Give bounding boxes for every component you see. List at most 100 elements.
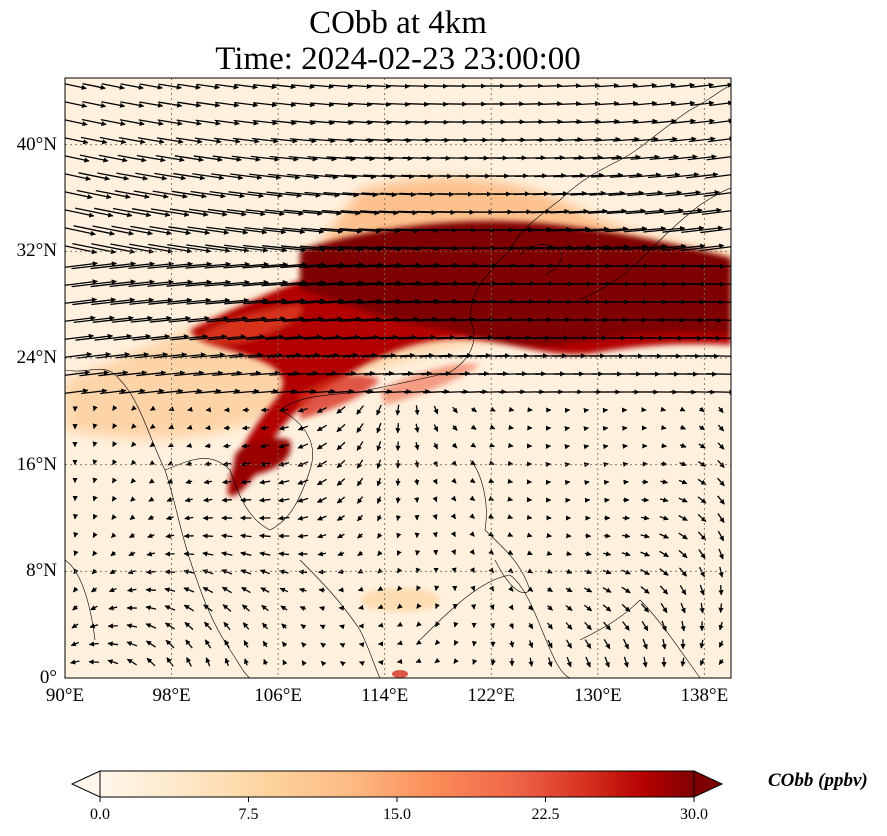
wind-arrow: [633, 100, 658, 106]
wind-arrow: [71, 623, 79, 629]
wind-arrow: [381, 352, 416, 358]
wind-arrow: [317, 533, 327, 539]
wind-arrow: [489, 622, 496, 629]
wind-arrow: [336, 459, 346, 469]
wind-arrow: [698, 264, 731, 267]
wind-arrow: [395, 298, 440, 304]
wind-arrow: [223, 621, 231, 631]
wind-arrow: [326, 370, 357, 376]
wind-arrow: [329, 101, 354, 108]
wind-arrow: [536, 137, 564, 143]
wind-arrow: [134, 352, 169, 359]
wind-arrow: [527, 568, 533, 574]
wind-arrow: [508, 406, 515, 412]
wind-arrow: [699, 658, 705, 666]
wind-arrow: [631, 136, 659, 142]
wind-arrow: [378, 210, 418, 216]
wind-arrow: [337, 245, 383, 252]
wind-arrow: [261, 262, 308, 269]
wind-arrow: [145, 605, 157, 611]
wind-arrow: [221, 551, 233, 557]
wind-arrow: [264, 209, 304, 217]
wind-arrow: [72, 586, 79, 593]
wind-arrow: [433, 424, 439, 432]
wind-arrow: [687, 154, 717, 161]
wind-arrow: [530, 208, 570, 215]
colorbar-min-extend: [70, 770, 101, 798]
wind-arrow: [65, 209, 95, 218]
wind-arrow: [194, 388, 222, 394]
wind-arrow: [603, 244, 649, 251]
wind-arrow: [261, 280, 308, 287]
wind-arrow: [434, 639, 441, 646]
wind-arrow: [435, 621, 441, 628]
wind-arrow: [686, 172, 719, 179]
wind-arrow: [659, 533, 669, 539]
wind-arrow: [394, 262, 441, 268]
wind-arrow: [287, 173, 320, 180]
wind-arrow: [131, 423, 137, 429]
wind-arrow: [565, 244, 611, 250]
wind-arrow: [707, 136, 731, 143]
wind-arrow: [325, 174, 358, 180]
wind-arrow: [241, 425, 250, 431]
wind-arrow: [168, 442, 174, 448]
wind-arrow: [704, 354, 731, 357]
wind-arrow: [229, 352, 264, 359]
wind-arrow: [290, 120, 316, 126]
wind-arrow: [414, 442, 420, 451]
wind-arrow: [247, 191, 283, 199]
wind-arrow: [202, 533, 214, 539]
wind-arrow: [164, 622, 175, 630]
wind-arrow: [679, 443, 687, 448]
wind-arrow: [396, 550, 402, 556]
wind-arrow: [175, 137, 203, 144]
wind-arrow: [145, 623, 157, 629]
wind-arrow: [92, 550, 98, 557]
wind-arrow: [186, 297, 231, 305]
wind-arrow: [164, 605, 176, 611]
wind-arrow: [243, 298, 288, 305]
wind-arrow: [450, 495, 457, 502]
wind-arrow: [383, 370, 414, 377]
wind-arrow: [508, 424, 514, 430]
wind-arrow: [76, 189, 112, 200]
wind-arrow: [623, 243, 668, 251]
wind-arrow: [299, 262, 346, 269]
wind-arrow: [158, 83, 182, 90]
wind-arrow: [108, 605, 118, 611]
wind-arrow: [310, 102, 335, 108]
wind-arrow: [297, 479, 309, 485]
wind-arrow: [77, 352, 112, 359]
wind-arrow: [611, 154, 641, 160]
wind-arrow: [305, 352, 340, 358]
wind-arrow: [650, 136, 678, 142]
wind-arrow: [166, 657, 174, 667]
wind-arrow: [375, 280, 422, 286]
wind-arrow: [270, 388, 298, 394]
wind-arrow: [682, 207, 722, 215]
wind-arrow: [88, 659, 100, 665]
wind-arrow: [146, 551, 156, 557]
wind-arrow: [432, 461, 438, 467]
wind-arrow: [357, 514, 363, 522]
wind-arrow: [167, 297, 212, 305]
wind-arrow: [364, 370, 395, 377]
wind-arrow: [194, 137, 222, 144]
wind-arrow: [127, 569, 136, 575]
wind-arrow: [221, 497, 232, 503]
colorbar-tick-label: 7.5: [238, 806, 259, 823]
wind-arrow: [246, 334, 285, 341]
wind-arrow: [206, 226, 249, 235]
wind-arrow: [259, 569, 270, 575]
wind-arrow: [195, 119, 221, 126]
wind-arrow: [376, 514, 383, 522]
wind-arrow: [356, 477, 364, 487]
wind-arrow: [403, 389, 431, 395]
wind-arrow: [417, 334, 456, 341]
wind-arrow: [490, 658, 496, 666]
wind-arrow: [488, 567, 495, 574]
wind-arrow: [150, 405, 156, 411]
wind-arrow: [156, 388, 184, 394]
wind-arrow: [129, 243, 174, 254]
